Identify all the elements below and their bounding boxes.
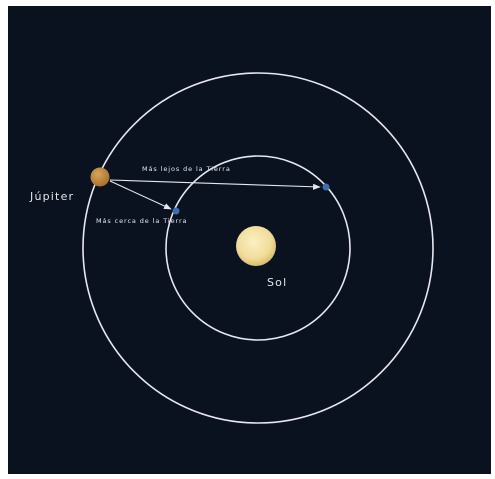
- closest-label: Más cerca de la Tierra: [96, 217, 188, 225]
- jupiter-label: Júpiter: [30, 190, 75, 203]
- arrow-closest: [109, 180, 172, 210]
- earth-orbit: [165, 155, 351, 341]
- solar-system-diagram: [82, 72, 434, 424]
- diagram-frame: Júpiter Sol Más lejos de la Tierra Más c…: [8, 6, 491, 474]
- earth-far-position: [322, 183, 330, 191]
- jupiter: [90, 167, 110, 187]
- jupiter-orbit: [82, 72, 434, 424]
- arrow-farthest: [109, 179, 321, 190]
- sun: [236, 226, 276, 266]
- farthest-label: Más lejos de la Tierra: [142, 165, 231, 173]
- sun-label: Sol: [267, 276, 288, 289]
- earth-near-position: [172, 207, 180, 215]
